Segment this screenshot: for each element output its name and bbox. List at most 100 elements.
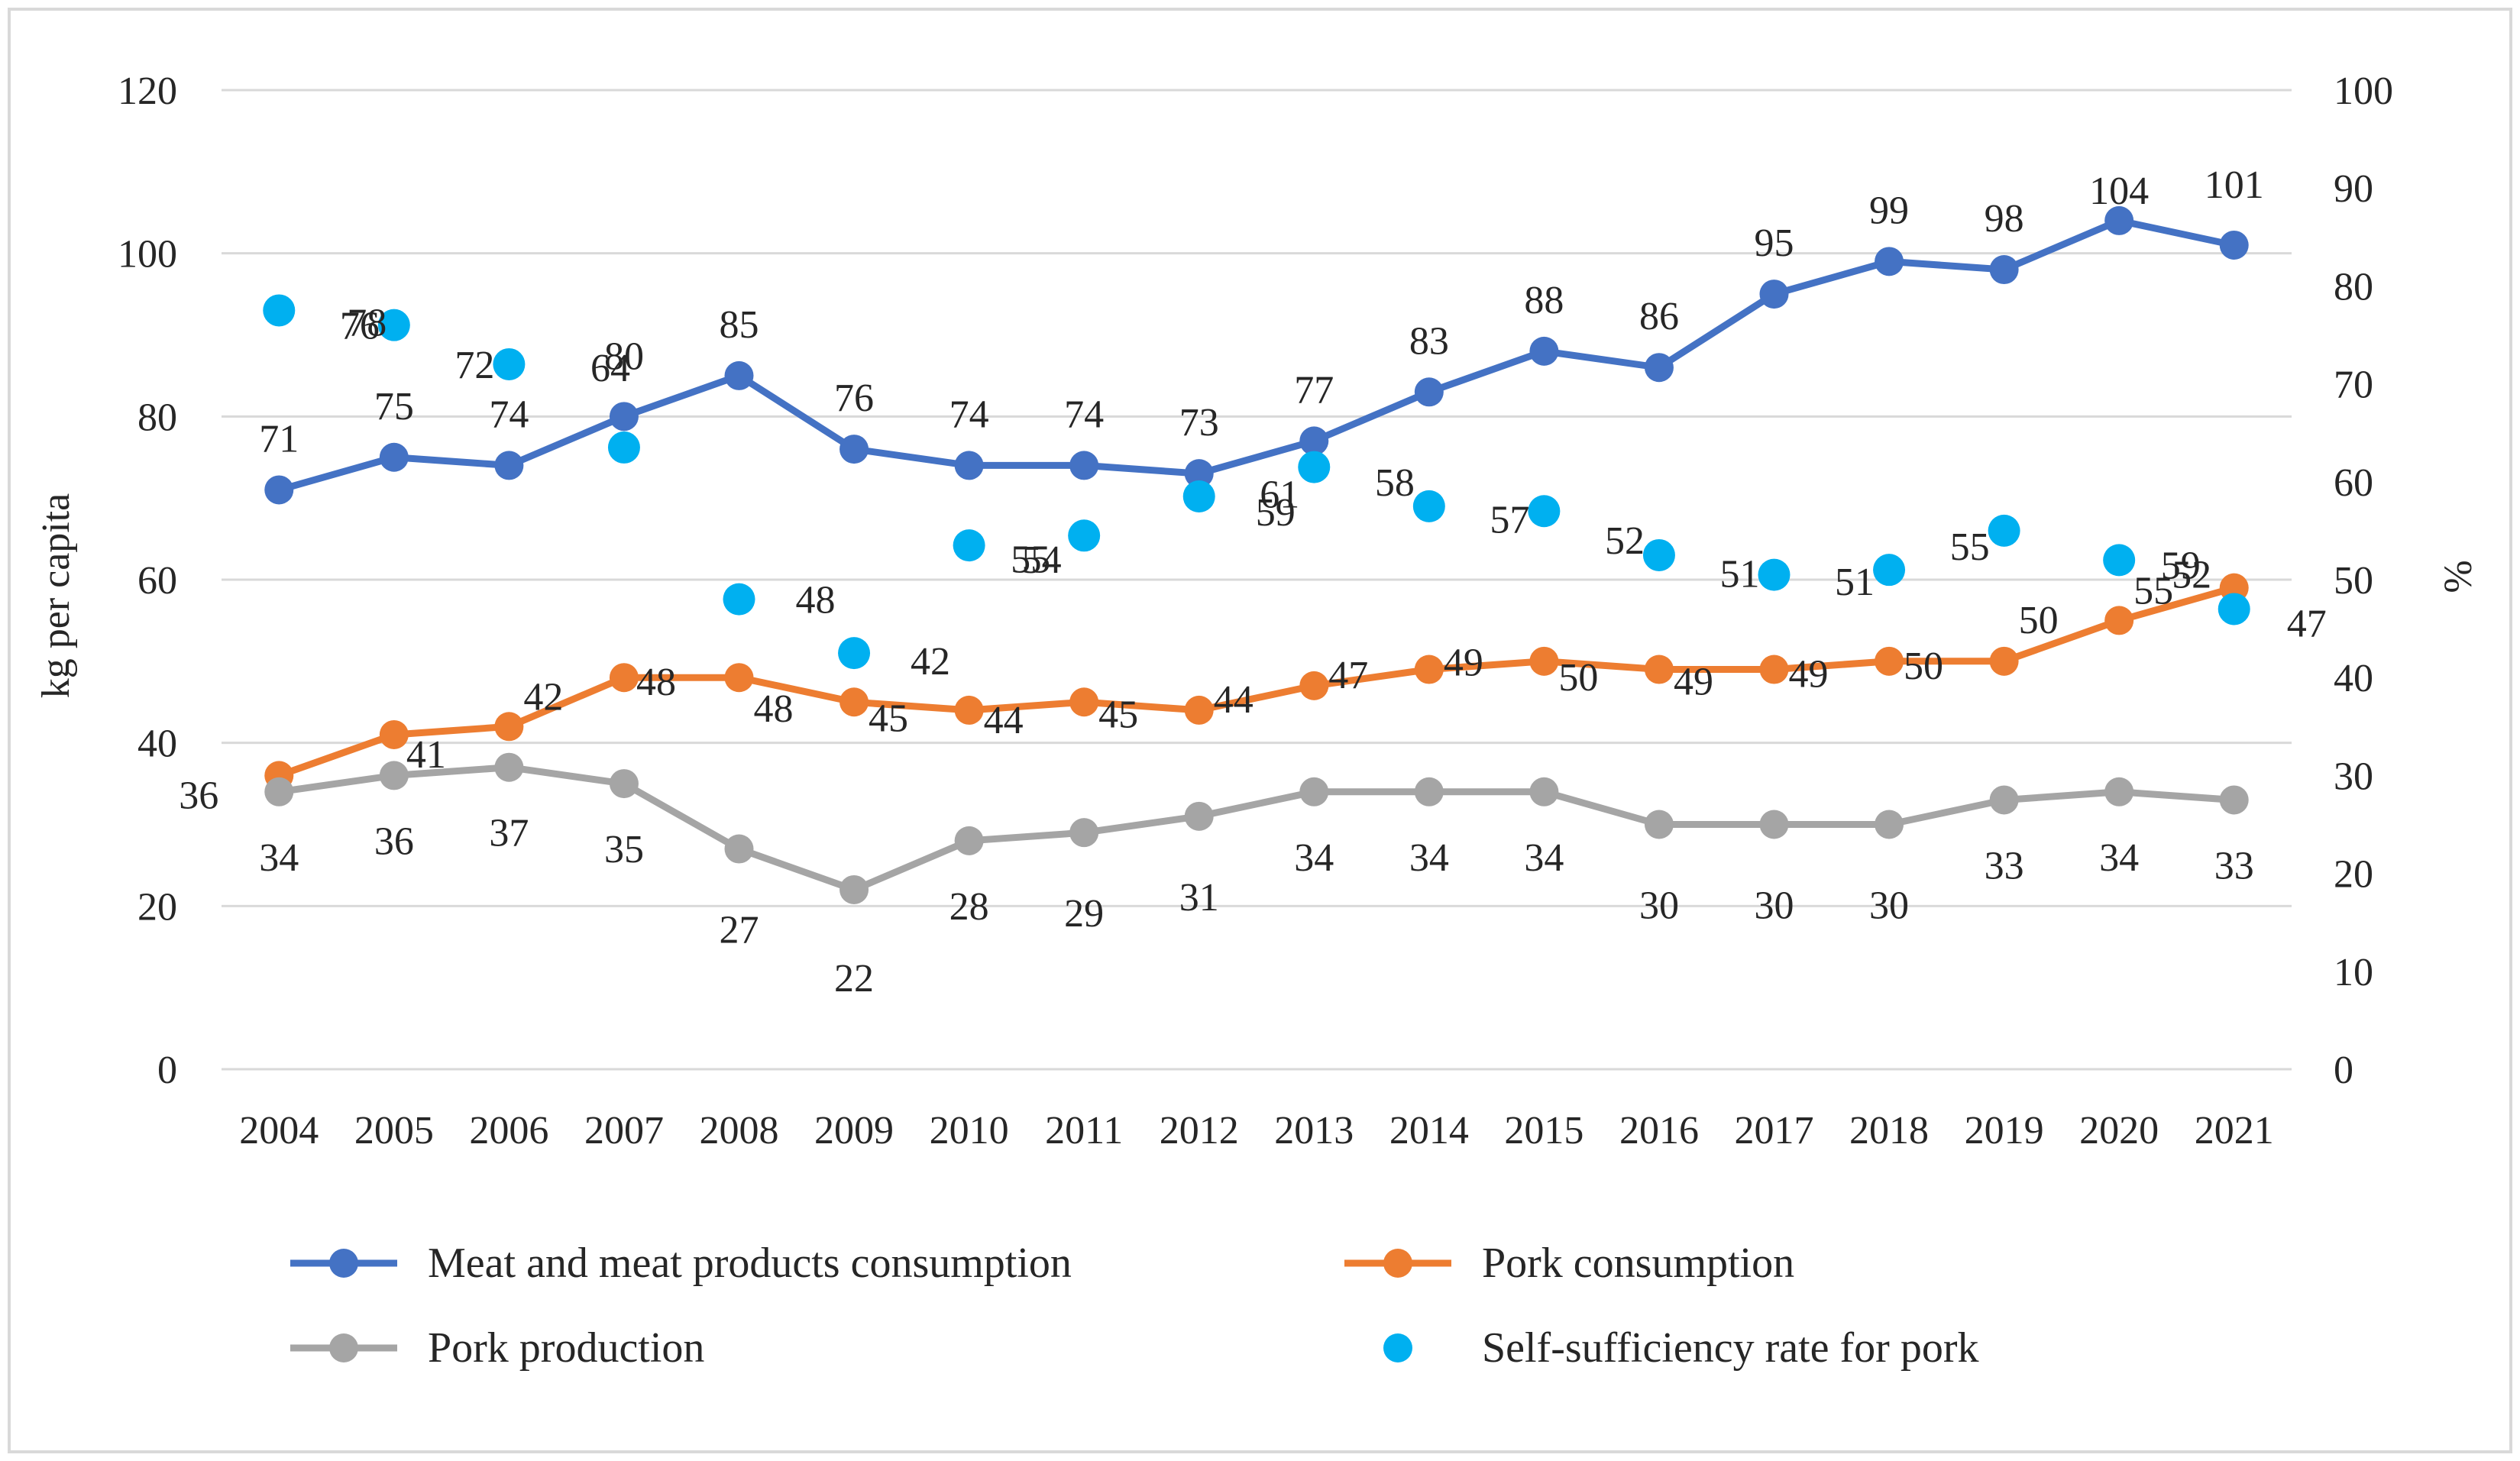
data-point xyxy=(1759,280,1789,309)
legend: Meat and meat products consumption Pork c… xyxy=(290,1240,1978,1372)
data-label: 51 xyxy=(1835,561,1875,604)
data-point xyxy=(609,663,639,693)
data-point xyxy=(1989,255,2019,285)
data-point xyxy=(264,777,294,806)
x-tick-label: 2008 xyxy=(700,1109,779,1152)
x-tick-label: 2014 xyxy=(1389,1109,1469,1152)
data-label: 30 xyxy=(1639,884,1679,928)
data-point xyxy=(607,431,640,464)
data-label: 50 xyxy=(1558,656,1598,700)
series-lines xyxy=(277,217,2235,894)
data-label: 59 xyxy=(1256,491,1296,535)
data-label: 74 xyxy=(949,393,989,436)
data-label: 85 xyxy=(720,303,759,347)
data-label: 76 xyxy=(834,377,874,420)
data-label: 78 xyxy=(347,301,387,344)
left-tick-label: 100 xyxy=(118,233,177,276)
data-label: 33 xyxy=(1985,844,2024,887)
data-label: 58 xyxy=(1375,461,1415,505)
data-point xyxy=(1414,777,1444,806)
data-point xyxy=(839,874,869,904)
data-label: 45 xyxy=(869,697,908,740)
legend-marker xyxy=(329,1333,358,1362)
data-point xyxy=(1184,695,1214,725)
x-tick-label: 2011 xyxy=(1045,1109,1123,1152)
data-label: 45 xyxy=(1098,693,1138,736)
right-tick-label: 100 xyxy=(2334,69,2393,113)
data-point xyxy=(724,360,754,390)
data-point xyxy=(1184,459,1214,489)
data-point xyxy=(379,761,409,790)
data-point xyxy=(1759,810,1789,839)
data-point xyxy=(1414,377,1444,407)
series-line xyxy=(278,217,2235,493)
data-label: 49 xyxy=(1674,661,1713,704)
data-point xyxy=(379,442,409,472)
legend-label: Pork production xyxy=(428,1324,704,1372)
x-tick-label: 2018 xyxy=(1849,1109,1929,1152)
data-label: 48 xyxy=(796,579,836,622)
data-label: 57 xyxy=(1490,498,1529,541)
data-label: 98 xyxy=(1985,197,2024,241)
legend-label: Meat and meat products consumption xyxy=(428,1240,1072,1287)
data-point xyxy=(839,687,869,717)
data-point xyxy=(377,309,410,341)
left-tick-label: 60 xyxy=(137,559,177,603)
data-point xyxy=(1642,538,1675,571)
data-point xyxy=(1644,353,1674,383)
data-point xyxy=(723,583,755,616)
data-label: 36 xyxy=(374,819,414,863)
right-tick-label: 70 xyxy=(2334,364,2373,407)
data-label: 34 xyxy=(2099,836,2139,880)
data-point xyxy=(379,719,409,749)
data-point xyxy=(954,695,984,725)
data-point xyxy=(1069,451,1099,480)
data-label: 101 xyxy=(2205,163,2264,207)
data-point xyxy=(2218,593,2250,625)
right-tick-label: 80 xyxy=(2334,265,2373,309)
left-axis: 0 20 40 60 80 100 120 xyxy=(118,69,177,1092)
data-label: 29 xyxy=(1064,892,1104,936)
x-tick-label: 2006 xyxy=(469,1109,548,1152)
data-label: 52 xyxy=(1605,519,1645,563)
data-label: 59 xyxy=(2161,545,2201,588)
right-tick-label: 30 xyxy=(2334,755,2373,798)
data-label: 77 xyxy=(1294,368,1334,412)
data-label: 42 xyxy=(523,675,563,719)
data-point xyxy=(1182,480,1215,513)
left-tick-label: 20 xyxy=(137,885,177,929)
data-label: 88 xyxy=(1524,279,1564,322)
data-point xyxy=(494,752,524,782)
data-label: 104 xyxy=(2089,170,2149,213)
data-label: 74 xyxy=(489,393,529,436)
x-tick-label: 2005 xyxy=(354,1109,434,1152)
x-tick-label: 2007 xyxy=(584,1109,664,1152)
data-point xyxy=(1414,655,1444,684)
data-label: 27 xyxy=(720,909,759,952)
data-point xyxy=(493,347,526,380)
data-label: 48 xyxy=(754,687,794,731)
series-line xyxy=(277,584,2235,779)
data-point xyxy=(838,637,871,670)
data-label: 83 xyxy=(1409,319,1449,363)
data-point xyxy=(1068,519,1101,552)
x-tick-label: 2015 xyxy=(1504,1109,1583,1152)
x-tick-label: 2017 xyxy=(1735,1109,1814,1152)
data-label: 34 xyxy=(1294,836,1334,880)
x-tick-label: 2020 xyxy=(2079,1109,2159,1152)
data-label: 72 xyxy=(455,344,494,387)
x-tick-label: 2021 xyxy=(2195,1109,2274,1152)
data-point xyxy=(1299,777,1329,806)
legend-marker xyxy=(1383,1333,1412,1362)
data-point xyxy=(263,294,296,327)
data-label: 76 xyxy=(340,305,380,348)
right-tick-label: 10 xyxy=(2334,951,2373,994)
data-point xyxy=(1412,490,1445,522)
legend-marker xyxy=(1383,1249,1412,1278)
right-tick-label: 0 xyxy=(2334,1049,2353,1092)
data-point xyxy=(1528,495,1561,528)
data-point xyxy=(839,435,869,464)
data-point xyxy=(1069,687,1099,717)
data-label: 48 xyxy=(636,661,676,704)
